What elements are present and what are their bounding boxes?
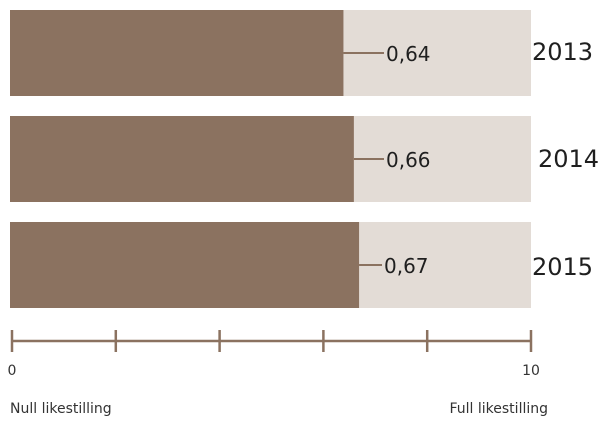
value-label-2014: 0,66 [386,148,431,172]
labels-layer: 0 10 Null likestilling Full likestilling… [8,38,600,417]
bar-2015 [10,222,360,308]
category-label-2014: 2014 [538,145,599,173]
axis-right-caption: Full likestilling [450,401,549,417]
bar-2013 [10,10,344,96]
category-label-2015: 2015 [532,253,593,281]
category-label-2013: 2013 [532,38,593,66]
axis-left-caption: Null likestilling [10,401,112,417]
value-label-2013: 0,64 [386,42,431,66]
axis-end-label: 10 [522,363,540,379]
axis-start-label: 0 [8,363,17,379]
value-label-2015: 0,67 [384,254,429,278]
bar-2014 [10,116,354,202]
bars-layer [10,10,531,308]
axis-layer [10,330,533,352]
